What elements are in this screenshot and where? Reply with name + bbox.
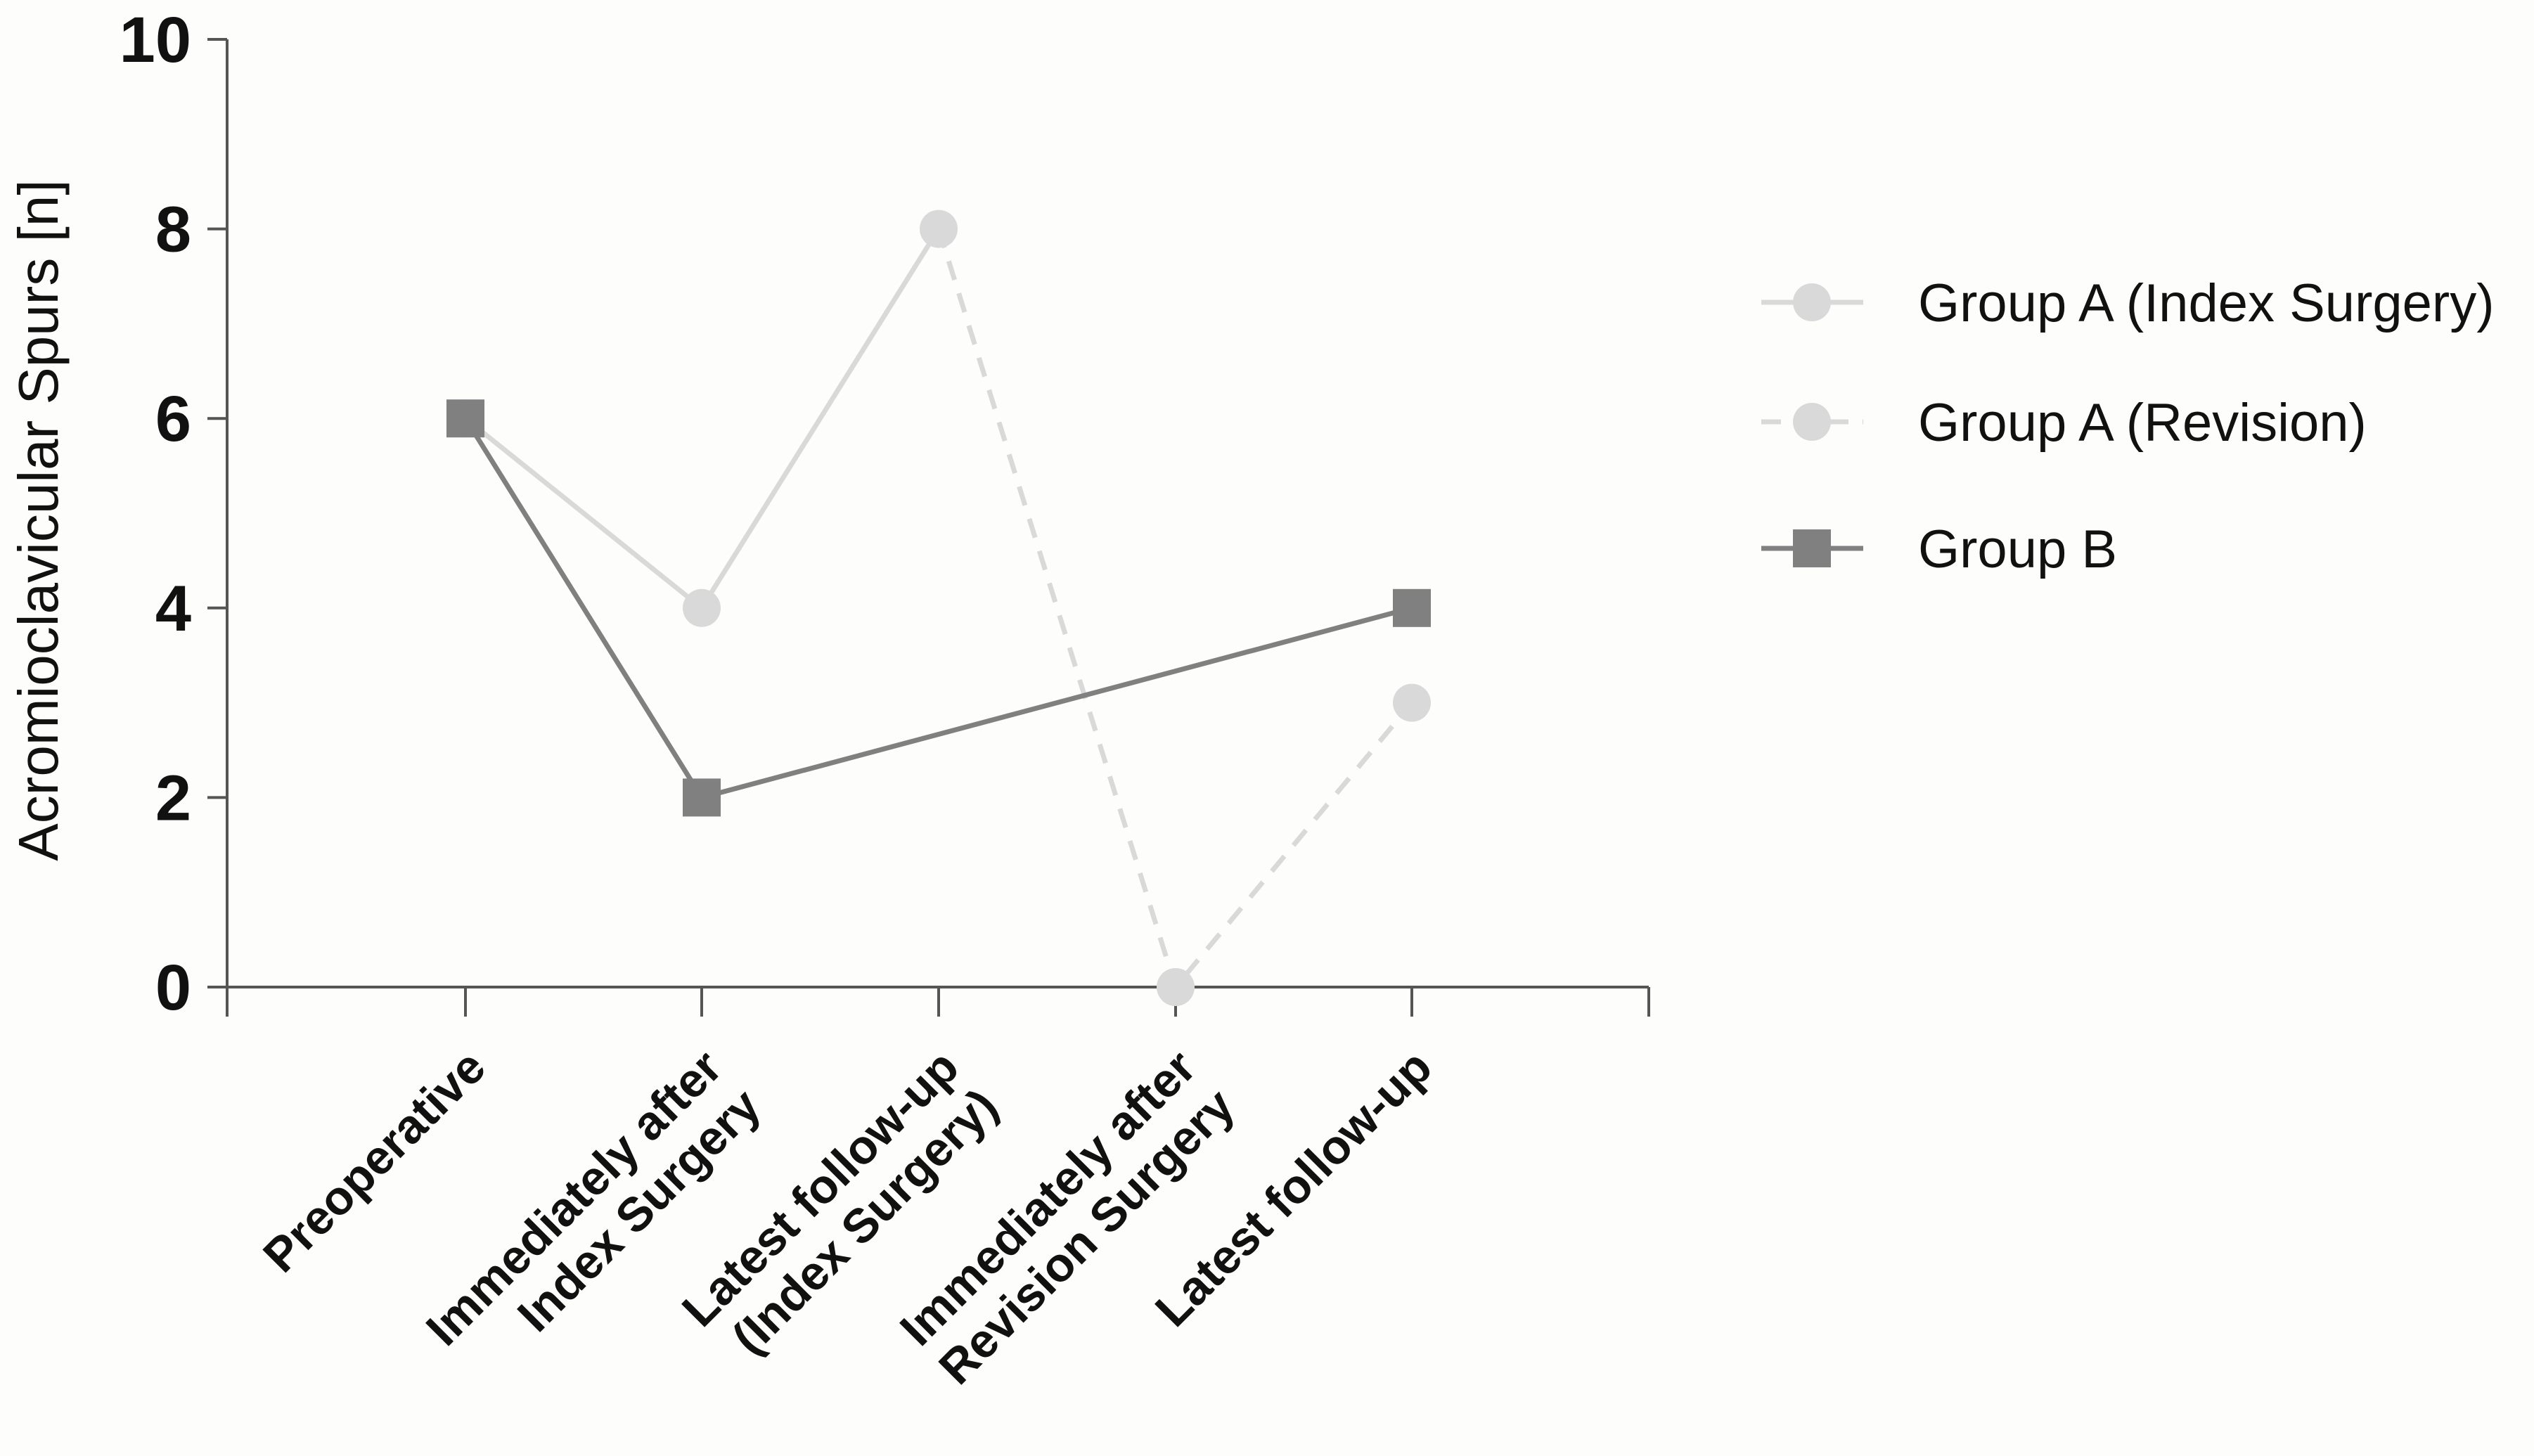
data-point-circle (1393, 683, 1431, 722)
legend-square-marker (1793, 529, 1831, 567)
series-line (936, 228, 1414, 990)
legend-circle-marker (1793, 283, 1831, 321)
series-line (463, 417, 1413, 800)
data-point-square (446, 399, 484, 438)
x-tick-label: Preoperative (253, 1040, 496, 1282)
y-tick-label: 0 (155, 952, 191, 1024)
y-axis-title: Acromioclavicular Spurs [n] (7, 179, 70, 861)
x-tick-label-line: Preoperative (253, 1040, 496, 1282)
y-tick-label: 10 (120, 4, 191, 76)
legend-label: Group B (1918, 520, 2117, 579)
data-point-square (1393, 588, 1431, 627)
y-tick-label: 6 (155, 383, 191, 455)
data-point-circle (920, 210, 958, 248)
legend-label: Group A (Revision) (1918, 393, 2367, 453)
y-tick-label: 8 (155, 194, 191, 266)
series-line (463, 227, 941, 611)
legend-circle-marker (1793, 403, 1831, 441)
y-tick-label: 2 (155, 762, 191, 834)
y-tick-label: 4 (155, 573, 191, 645)
data-point-circle (683, 588, 721, 627)
legend-label: Group A (Index Surgery) (1918, 273, 2495, 333)
data-point-circle (1157, 968, 1195, 1006)
data-point-square (683, 778, 721, 817)
